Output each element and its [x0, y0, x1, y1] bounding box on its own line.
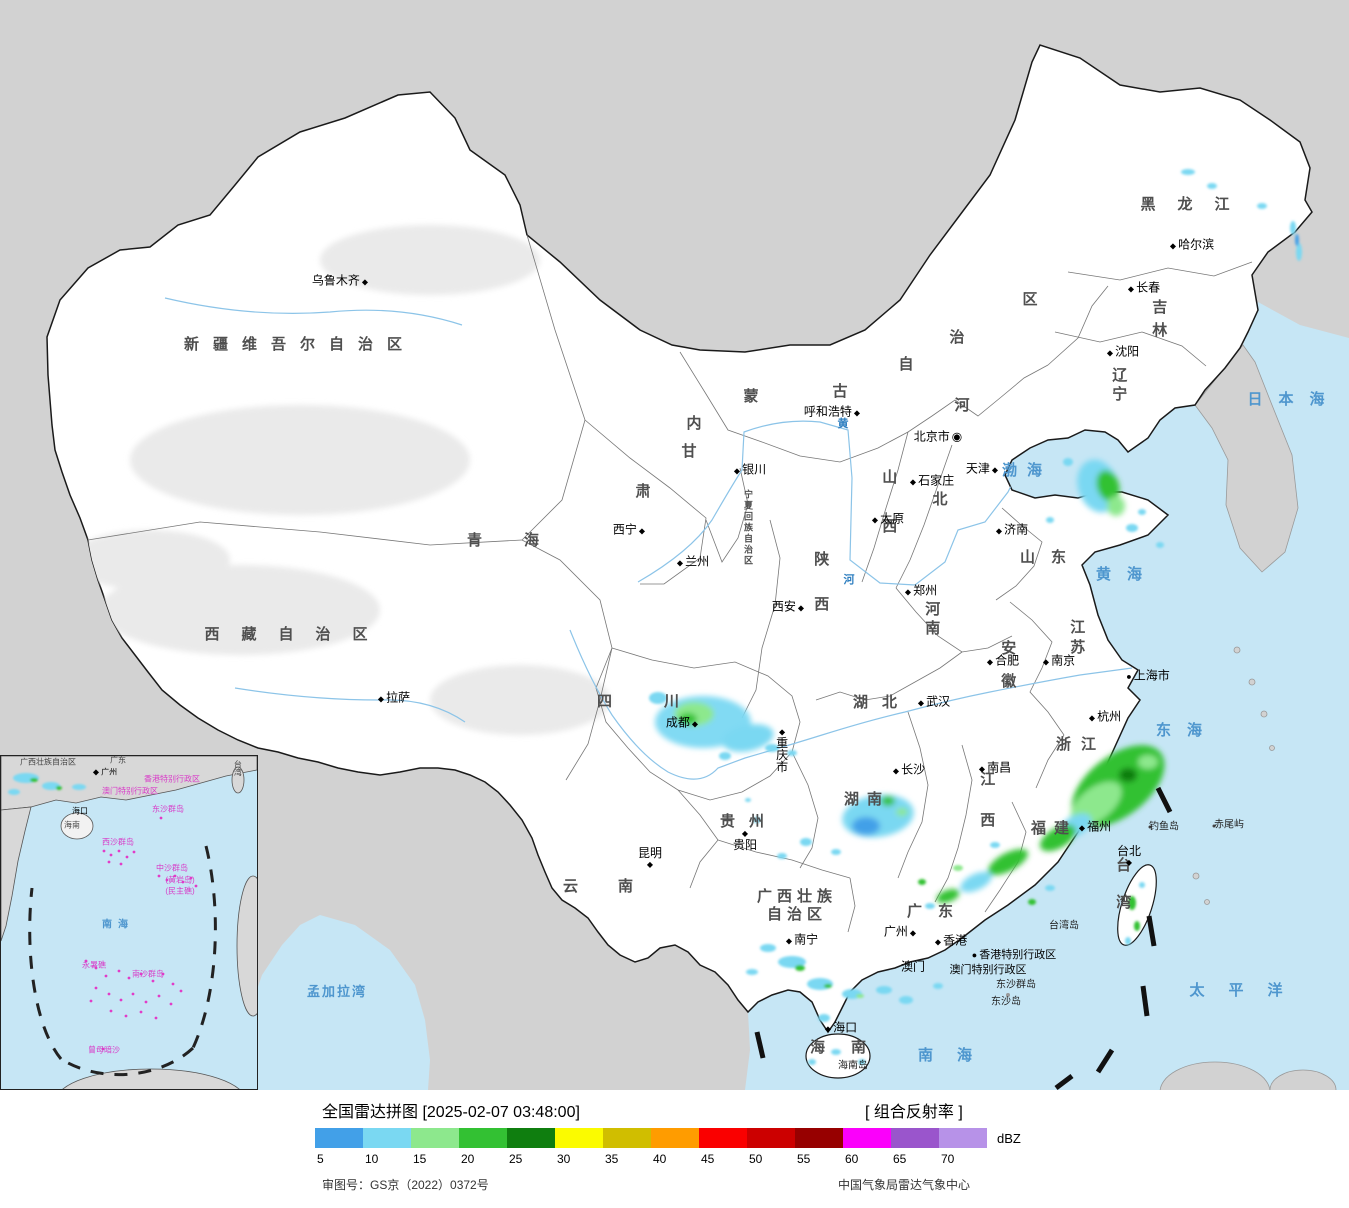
inset-radar-echo [8, 773, 86, 795]
scale-value: 55 [797, 1152, 811, 1166]
scale-segment-60: 60 [843, 1128, 891, 1166]
inset-hainan [60, 812, 94, 840]
radar-echo-fujian-zhejiang [936, 745, 1165, 903]
scale-value: 60 [845, 1152, 859, 1166]
hainan-island [805, 1033, 871, 1079]
radar-echo-hunan [842, 794, 914, 838]
radar-echo-layer [649, 169, 1302, 1065]
small-island-dots [1006, 824, 1216, 997]
inset-mainland [1, 756, 257, 811]
scale-value: 10 [365, 1152, 379, 1166]
scale-segment-30: 30 [555, 1128, 603, 1166]
province-borders [87, 234, 1253, 933]
radar-echo-sichuan [655, 696, 774, 752]
terrain-shading [70, 225, 610, 735]
legend-scale-bar: 5 10 15 20 25 30 35 40 45 50 55 60 65 70 [315, 1128, 987, 1166]
inset-borneo [62, 1068, 240, 1089]
inset-islands [84, 816, 198, 1051]
legend-unit: dBZ [997, 1131, 1021, 1146]
scale-value: 45 [701, 1152, 715, 1166]
radar-echo-sichuan-specks [649, 692, 797, 760]
radar-echo-northeast [1181, 169, 1302, 261]
legend-approval: 审图号：GS京（2022）0372号 [322, 1178, 489, 1192]
scale-segment-5: 5 [315, 1128, 363, 1166]
scale-value: 65 [893, 1152, 907, 1166]
scale-segment-50: 50 [747, 1128, 795, 1166]
radar-echo-hunan-specks [745, 798, 841, 859]
scale-value: 50 [749, 1152, 763, 1166]
scale-value: 20 [461, 1152, 475, 1166]
inset-taiwan [231, 766, 245, 794]
scale-value: 40 [653, 1152, 667, 1166]
south-china-sea-inset [0, 755, 258, 1090]
radar-echo-guangdong-coast [746, 944, 943, 1065]
scale-segment-45: 45 [699, 1128, 747, 1166]
scale-segment-65: 65 [891, 1128, 939, 1166]
scale-segment-55: 55 [795, 1128, 843, 1166]
scale-value: 25 [509, 1152, 523, 1166]
scale-segment-15: 15 [411, 1128, 459, 1166]
scale-segment-40: 40 [651, 1128, 699, 1166]
scale-value: 35 [605, 1152, 619, 1166]
nine-dash-line [754, 786, 1173, 1090]
scale-segment-20: 20 [459, 1128, 507, 1166]
scale-value: 15 [413, 1152, 427, 1166]
scale-segment-35: 35 [603, 1128, 651, 1166]
legend-bar: 全国雷达拼图 [2025-02-07 03:48:00] [ 组合反射率 ] 5… [0, 1090, 1349, 1208]
inset-vietnam [1, 806, 32, 942]
foreign-islands [1159, 646, 1337, 1090]
scale-value: 30 [557, 1152, 571, 1166]
scale-segment-25: 25 [507, 1128, 555, 1166]
legend-title: 全国雷达拼图 [2025-02-07 03:48:00] [322, 1104, 580, 1121]
rivers [164, 297, 1133, 780]
bay-of-bengal [242, 915, 430, 1090]
radar-echo-jiangxi-fujian-specks [918, 842, 1055, 909]
scale-segment-70: 70 [939, 1128, 987, 1166]
inset-nine-dash-line [28, 845, 217, 1076]
radar-echo-bohai-shandong [1077, 459, 1125, 516]
taiwan-island [1117, 864, 1157, 946]
radar-echo-bohai-specks [1046, 458, 1164, 548]
legend-product: [ 组合反射率 ] [865, 1104, 963, 1121]
scale-value: 70 [941, 1152, 955, 1166]
legend-credit: 中国气象局雷达气象中心 [838, 1178, 971, 1192]
scale-value: 5 [317, 1152, 324, 1166]
inset-philippines [236, 875, 257, 1017]
korea-peninsula [1194, 344, 1299, 573]
inset-map [1, 756, 257, 1089]
scale-segment-10: 10 [363, 1128, 411, 1166]
radar-echo-taiwan [1125, 882, 1145, 945]
